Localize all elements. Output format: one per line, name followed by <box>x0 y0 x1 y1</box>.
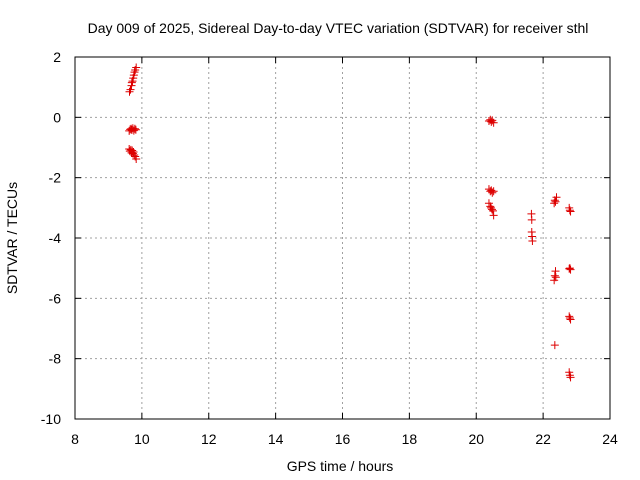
data-points <box>125 63 575 382</box>
data-point <box>566 265 575 274</box>
y-tick-label: -4 <box>49 230 62 246</box>
data-point <box>132 63 141 72</box>
x-tick-labels: 8 10 12 14 16 18 20 22 24 <box>71 431 618 447</box>
x-tick-label: 10 <box>134 431 150 447</box>
data-point <box>565 206 574 215</box>
y-tick-label: -10 <box>41 411 61 427</box>
data-point <box>566 373 575 382</box>
data-point <box>489 187 498 196</box>
x-tick-label: 24 <box>602 431 618 447</box>
chart-title: Day 009 of 2025, Sidereal Day-to-day VTE… <box>88 20 589 36</box>
axis-ticks <box>74 56 611 420</box>
data-point <box>527 215 536 224</box>
data-point <box>488 206 497 215</box>
x-axis-label: GPS time / hours <box>287 458 394 474</box>
x-tick-label: 14 <box>268 431 284 447</box>
y-tick-labels: 2 0 -2 -4 -6 -8 -10 <box>41 49 61 427</box>
data-point <box>565 371 574 380</box>
data-point <box>565 264 574 273</box>
data-point <box>487 205 496 214</box>
data-point <box>565 264 574 273</box>
data-point <box>126 85 135 94</box>
y-tick-label: -6 <box>49 290 62 306</box>
data-point <box>127 78 136 87</box>
y-tick-label: -2 <box>49 170 62 186</box>
data-point <box>130 151 139 160</box>
data-point <box>552 193 561 202</box>
x-tick-label: 18 <box>402 431 418 447</box>
data-point <box>130 124 139 133</box>
x-tick-label: 22 <box>535 431 551 447</box>
y-axis-label: SDTVAR / TECUs <box>4 182 20 294</box>
y-tick-label: -8 <box>49 351 62 367</box>
x-tick-label: 20 <box>468 431 484 447</box>
x-tick-label: 16 <box>335 431 351 447</box>
data-point <box>551 197 560 206</box>
y-tick-label: 2 <box>53 49 61 65</box>
data-point <box>566 315 575 324</box>
data-point <box>132 154 141 163</box>
grid <box>75 57 610 419</box>
data-point <box>550 341 559 350</box>
data-point <box>130 68 139 77</box>
y-tick-label: 0 <box>53 109 61 125</box>
data-point <box>566 207 575 216</box>
data-point <box>489 211 498 220</box>
data-point <box>129 126 138 135</box>
data-point <box>488 188 497 197</box>
data-point <box>131 125 140 134</box>
x-tick-label: 12 <box>201 431 217 447</box>
data-point <box>565 313 574 322</box>
data-point <box>125 87 134 96</box>
x-tick-label: 8 <box>71 431 79 447</box>
data-point <box>551 273 560 282</box>
data-point <box>528 237 537 246</box>
data-point <box>550 271 559 280</box>
data-point <box>489 118 498 127</box>
